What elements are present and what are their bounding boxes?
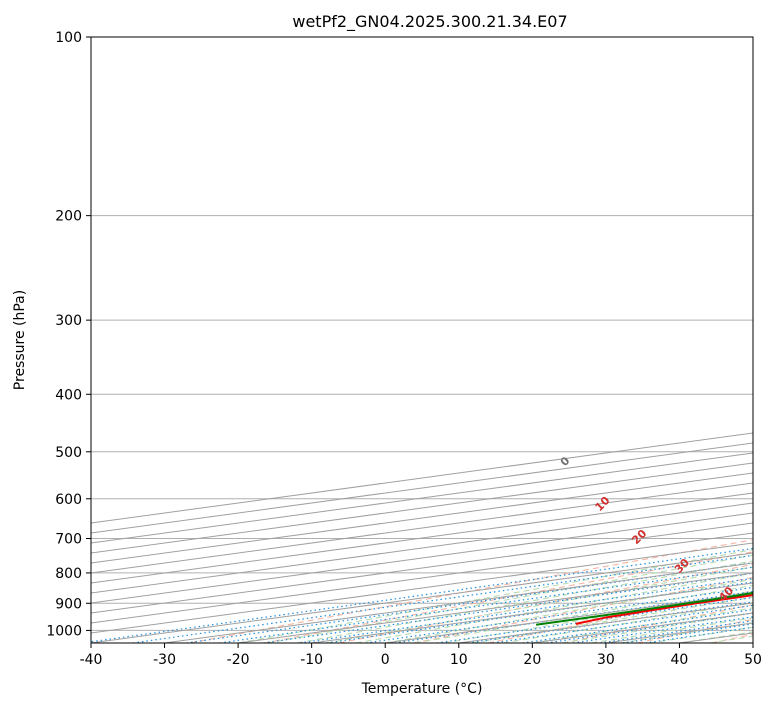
dry-adiabat — [562, 604, 753, 643]
moist-adiabat — [679, 631, 753, 643]
moist-adiabat — [649, 626, 753, 643]
x-tick-label: 30 — [597, 652, 615, 668]
x-tick-label: -10 — [300, 652, 323, 668]
axes: -40 -30 -20 -10 0 10 20 30 40 5010020030040050060… — [46, 30, 762, 668]
isotherms — [91, 432, 753, 643]
dry-adiabat — [413, 576, 753, 643]
moist-adiabat — [414, 584, 753, 643]
moist-adiabat — [561, 612, 753, 643]
x-tick-label: -40 — [80, 652, 103, 668]
mixing-ratio-lines — [91, 547, 753, 643]
dry-adiabat — [711, 633, 753, 643]
y-tick-label: 900 — [55, 596, 82, 612]
temperature-profile — [575, 594, 753, 625]
chart-title: wetPf2_GN04.2025.300.21.34.E07 — [292, 12, 567, 32]
x-axis-label: Temperature (°C) — [361, 681, 483, 697]
mixing-ratio-line — [132, 554, 753, 643]
isotherm-line — [532, 612, 753, 643]
isotherm-line — [679, 632, 753, 643]
y-tick-label: 600 — [55, 492, 82, 508]
isotherm-line — [91, 522, 753, 614]
x-tick-label: 50 — [744, 652, 762, 668]
mixing-ratio-line — [263, 572, 753, 643]
y-tick-label: 100 — [55, 30, 82, 46]
moist-adiabat — [326, 566, 753, 643]
isotherm-line — [91, 482, 753, 574]
isotherm-line — [91, 462, 753, 554]
grid-lines — [91, 37, 753, 631]
x-tick-label: -20 — [227, 652, 250, 668]
dry-adiabat — [264, 551, 753, 643]
y-tick-label: 500 — [55, 445, 82, 461]
isotherm-line — [91, 452, 753, 544]
contour-labels: -100-90-80-70-60-50-40-30-20-100.10.20.4… — [558, 454, 737, 604]
isotherm-line — [91, 472, 753, 564]
x-tick-label: 0 — [381, 652, 390, 668]
dry-adiabat — [637, 618, 753, 643]
dry-adiabat — [189, 539, 753, 643]
dry-adiabats — [189, 539, 753, 643]
isotherm-line — [91, 532, 753, 624]
isotherm-line — [458, 602, 753, 643]
mixing-ratio-line — [186, 562, 753, 643]
moist-adiabat — [532, 607, 753, 643]
isotherm-line — [91, 442, 753, 534]
y-tick-label: 400 — [55, 387, 82, 403]
isotherm-line — [91, 512, 753, 604]
isotherm-line — [385, 592, 753, 643]
cape-value-label: 10 — [593, 494, 613, 514]
cape-value-label: 0 — [558, 454, 573, 469]
isotherm-line — [91, 552, 753, 643]
moist-adiabat — [385, 578, 753, 643]
isotherm-line — [91, 432, 753, 524]
moist-adiabats — [238, 549, 753, 643]
y-tick-label: 800 — [55, 566, 82, 582]
x-tick-label: -30 — [153, 652, 176, 668]
moist-adiabat — [502, 602, 753, 643]
isotherm-line — [91, 502, 753, 594]
moist-adiabat — [473, 596, 753, 643]
x-tick-label: 20 — [523, 652, 541, 668]
y-tick-label: 300 — [55, 313, 82, 329]
mixing-ratio-line — [219, 566, 753, 643]
plot-frame — [90, 36, 754, 644]
x-tick-label: 40 — [671, 652, 689, 668]
isotherm-line — [752, 642, 753, 643]
dry-adiabat — [487, 590, 753, 643]
moist-adiabat — [620, 622, 753, 643]
isotherm-line — [311, 582, 753, 643]
dry-adiabat — [338, 563, 753, 643]
y-axis-label: Pressure (hPa) — [12, 290, 28, 390]
y-tick-label: 200 — [55, 209, 82, 225]
isotherm-line — [91, 542, 753, 634]
mixing-ratio-line — [299, 577, 753, 643]
x-tick-label: 10 — [450, 652, 468, 668]
moist-adiabat — [267, 554, 753, 643]
y-tick-label: 700 — [55, 532, 82, 548]
moist-adiabat — [355, 572, 753, 643]
isotherm-line — [91, 492, 753, 584]
y-tick-label: 1000 — [46, 623, 82, 639]
